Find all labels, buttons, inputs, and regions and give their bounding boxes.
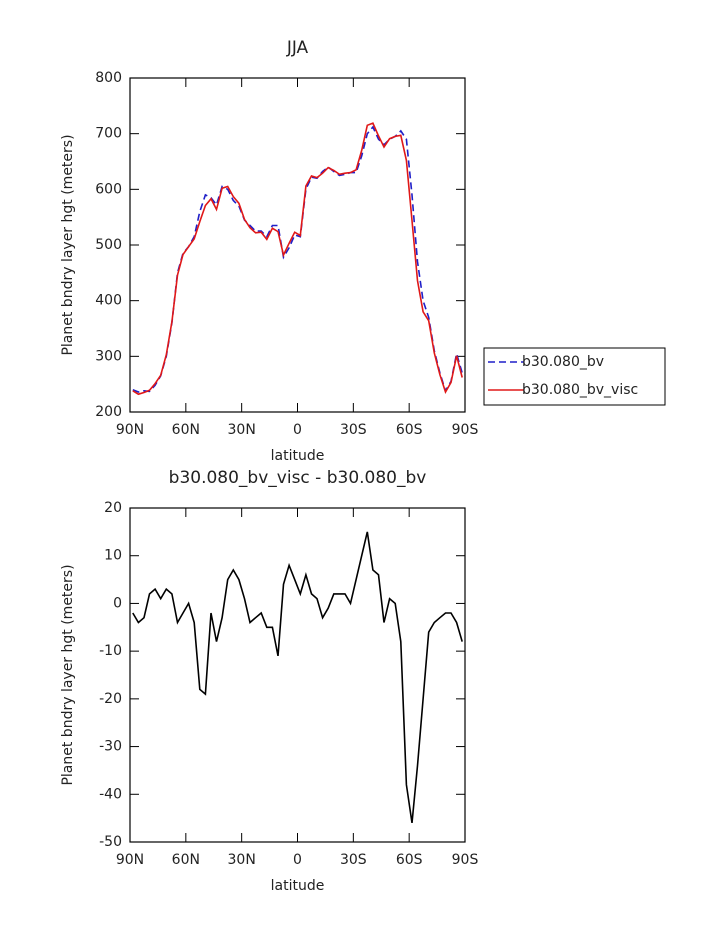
y-tick-label: -30	[99, 739, 122, 755]
x-tick-label: 30N	[228, 852, 256, 868]
y-tick-label: 400	[95, 293, 122, 309]
x-tick-label: 30S	[340, 852, 367, 868]
x-tick-label: 90N	[116, 852, 144, 868]
chart-title: JJA	[286, 38, 309, 58]
x-tick-label: 30N	[228, 422, 256, 438]
y-tick-label: -20	[99, 691, 122, 707]
legend-box	[483, 347, 666, 406]
y-tick-label: 500	[95, 237, 122, 253]
x-tick-label: 60N	[172, 422, 200, 438]
x-tick-label: 0	[293, 852, 302, 868]
legend-label: b30.080_bv_visc	[522, 382, 638, 398]
x-tick-label: 90N	[116, 422, 144, 438]
y-axis-label: Planet bndry layer hgt (meters)	[60, 134, 76, 355]
y-tick-label: -40	[99, 786, 122, 802]
x-tick-label: 60N	[172, 852, 200, 868]
y-tick-label: -50	[99, 834, 122, 850]
y-tick-label: 600	[95, 181, 122, 197]
y-tick-label: 800	[95, 70, 122, 86]
legend-label: b30.080_bv	[522, 354, 604, 370]
x-axis-label: latitude	[271, 878, 325, 894]
x-tick-label: 30S	[340, 422, 367, 438]
y-tick-label: 0	[113, 595, 122, 611]
chart-title: b30.080_bv_visc - b30.080_bv	[169, 468, 427, 488]
y-tick-label: -10	[99, 643, 122, 659]
x-axis-label: latitude	[271, 448, 325, 464]
series-line	[132, 122, 463, 396]
y-tick-label: 10	[104, 548, 122, 564]
x-tick-label: 90S	[452, 422, 479, 438]
x-tick-label: 60S	[396, 852, 423, 868]
series-line	[132, 531, 463, 824]
y-tick-label: 20	[104, 500, 122, 516]
y-tick-label: 700	[95, 126, 122, 142]
y-tick-label: 200	[95, 404, 122, 420]
y-tick-label: 300	[95, 348, 122, 364]
y-axis-label: Planet bndry layer hgt (meters)	[60, 564, 76, 785]
x-tick-label: 60S	[396, 422, 423, 438]
x-tick-label: 0	[293, 422, 302, 438]
x-tick-label: 90S	[452, 852, 479, 868]
